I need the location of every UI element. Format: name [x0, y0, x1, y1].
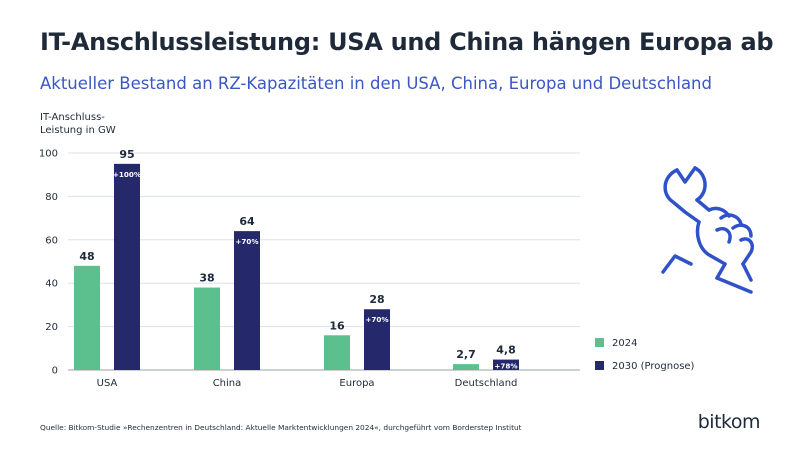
chart-subtitle: Aktueller Bestand an RZ-Kapazitäten in d…	[40, 74, 712, 93]
bar-2024	[74, 265, 100, 370]
y-tick-label: 0	[52, 366, 58, 377]
bar-2024	[453, 364, 479, 370]
data-label-2030: 4,8	[496, 344, 516, 357]
data-label-2024: 16	[329, 319, 345, 332]
y-axis-label-line-2: Leistung in GW	[40, 125, 116, 136]
bar-2030	[364, 309, 390, 370]
growth-label: +70%	[365, 315, 388, 324]
bar-2024	[194, 287, 220, 370]
wrench-fist-icon	[661, 166, 754, 294]
x-tick-label: Deutschland	[455, 378, 518, 389]
legend-label-2024: 2024	[612, 338, 637, 349]
growth-label: +78%	[494, 362, 517, 371]
data-label-2030: 64	[239, 215, 255, 228]
chart-title: IT-Anschlussleistung: USA und China häng…	[40, 28, 774, 56]
y-axis-label-line-1: IT-Anschluss-	[40, 112, 105, 123]
data-label-2030: 95	[119, 148, 134, 161]
y-tick-label: 80	[45, 192, 58, 203]
growth-label: +70%	[235, 237, 258, 246]
y-axis-label: IT-Anschluss- Leistung in GW	[40, 111, 150, 137]
y-tick-label: 20	[45, 322, 58, 333]
legend-swatch-2030	[595, 361, 604, 370]
data-label-2024: 48	[79, 250, 94, 263]
growth-label: +100%	[113, 170, 141, 179]
data-label-2030: 28	[369, 293, 384, 306]
bar-2030	[493, 359, 519, 370]
x-tick-label: USA	[97, 378, 118, 389]
bar-2030	[114, 163, 140, 370]
source-note: Quelle: Bitkom-Studie »Rechenzentren in …	[40, 423, 522, 432]
bitkom-logo: bitkom	[697, 411, 761, 433]
bar-2024	[324, 335, 350, 370]
x-tick-label: China	[213, 378, 242, 389]
legend-swatch-2024	[595, 338, 604, 347]
bar-2030	[234, 231, 260, 370]
y-tick-label: 40	[45, 279, 58, 290]
x-tick-label: Europa	[339, 378, 374, 389]
y-tick-label: 100	[39, 149, 58, 160]
y-tick-label: 60	[45, 235, 58, 246]
data-label-2024: 38	[199, 272, 214, 285]
data-label-2024: 2,7	[456, 348, 476, 361]
legend-label-2030: 2030 (Prognose)	[612, 361, 695, 372]
